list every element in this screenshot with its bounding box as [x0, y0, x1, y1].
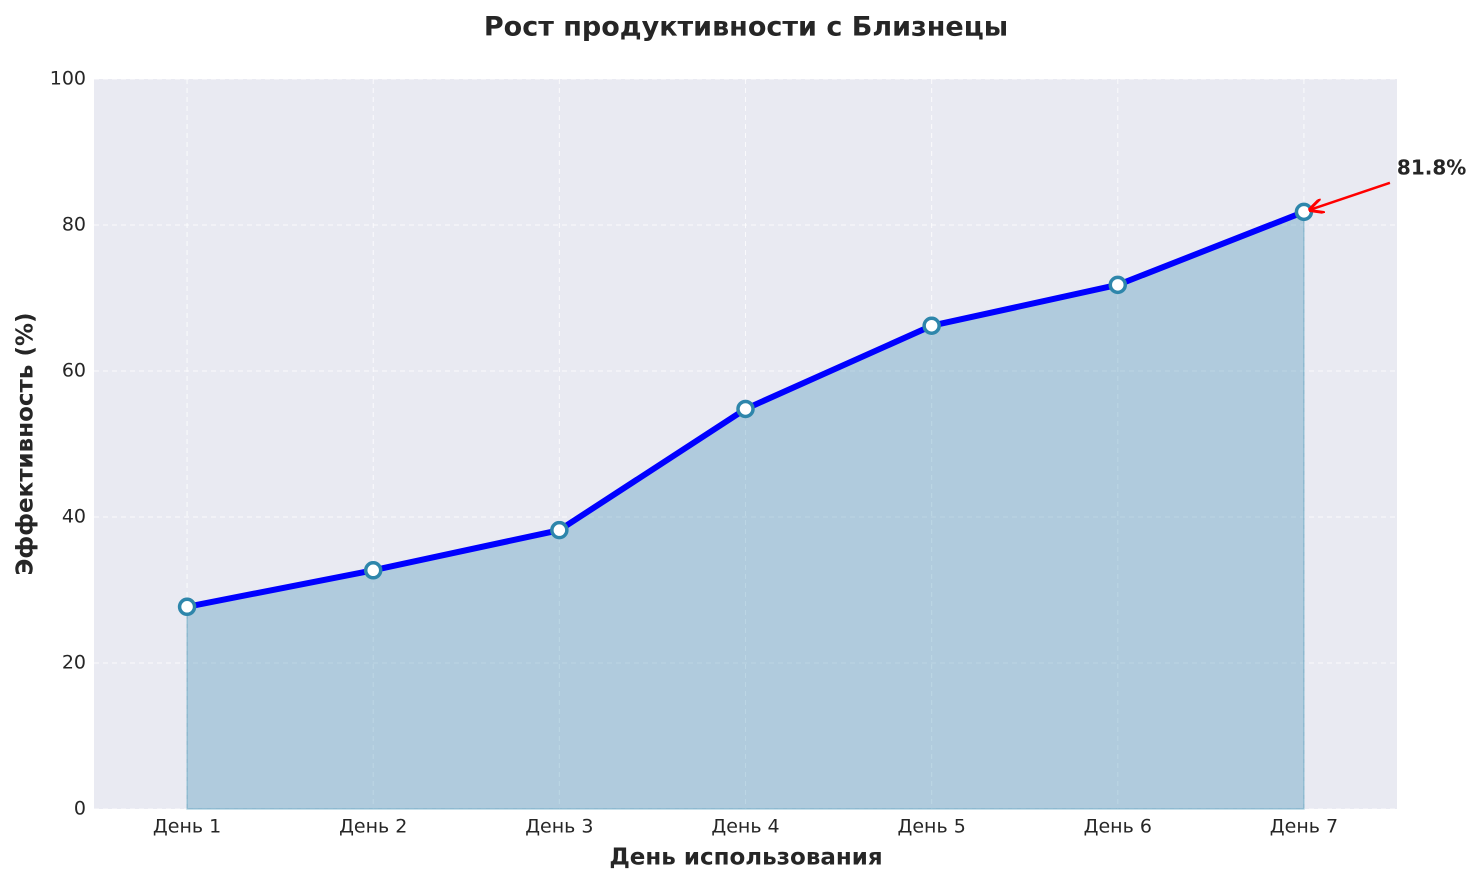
y-tick-label: 60: [62, 360, 86, 382]
point: [177, 597, 197, 617]
point: [736, 399, 755, 419]
annotation-arrow: [1310, 181, 1391, 210]
value-label: 81.8%: [1397, 155, 1466, 179]
x-tick-label: День 1: [153, 816, 221, 838]
point: [922, 316, 941, 335]
y-tick-label: 20: [62, 652, 86, 674]
y-tick-label: 40: [62, 506, 86, 528]
point: [1108, 275, 1128, 295]
point: [550, 520, 569, 540]
y-tick-label: 0: [74, 798, 86, 820]
x-axis-label: День использования: [609, 845, 882, 871]
x-tick-label: День 6: [1084, 816, 1152, 838]
point: [1294, 202, 1314, 222]
x-tick-label: День 4: [711, 816, 779, 838]
y-axis-label: Эффективность (%): [13, 312, 39, 575]
x-tick-label: День 3: [525, 816, 593, 838]
y-tick-label: 100: [50, 68, 86, 90]
x-tick-label: День 2: [339, 816, 407, 838]
y-tick-label: 80: [62, 214, 86, 236]
chart-title: Рост продуктивности с Близнецы: [484, 12, 1008, 43]
point: [363, 561, 383, 580]
x-tick-label: День 5: [898, 816, 966, 838]
x-tick-label: День 7: [1270, 816, 1338, 838]
